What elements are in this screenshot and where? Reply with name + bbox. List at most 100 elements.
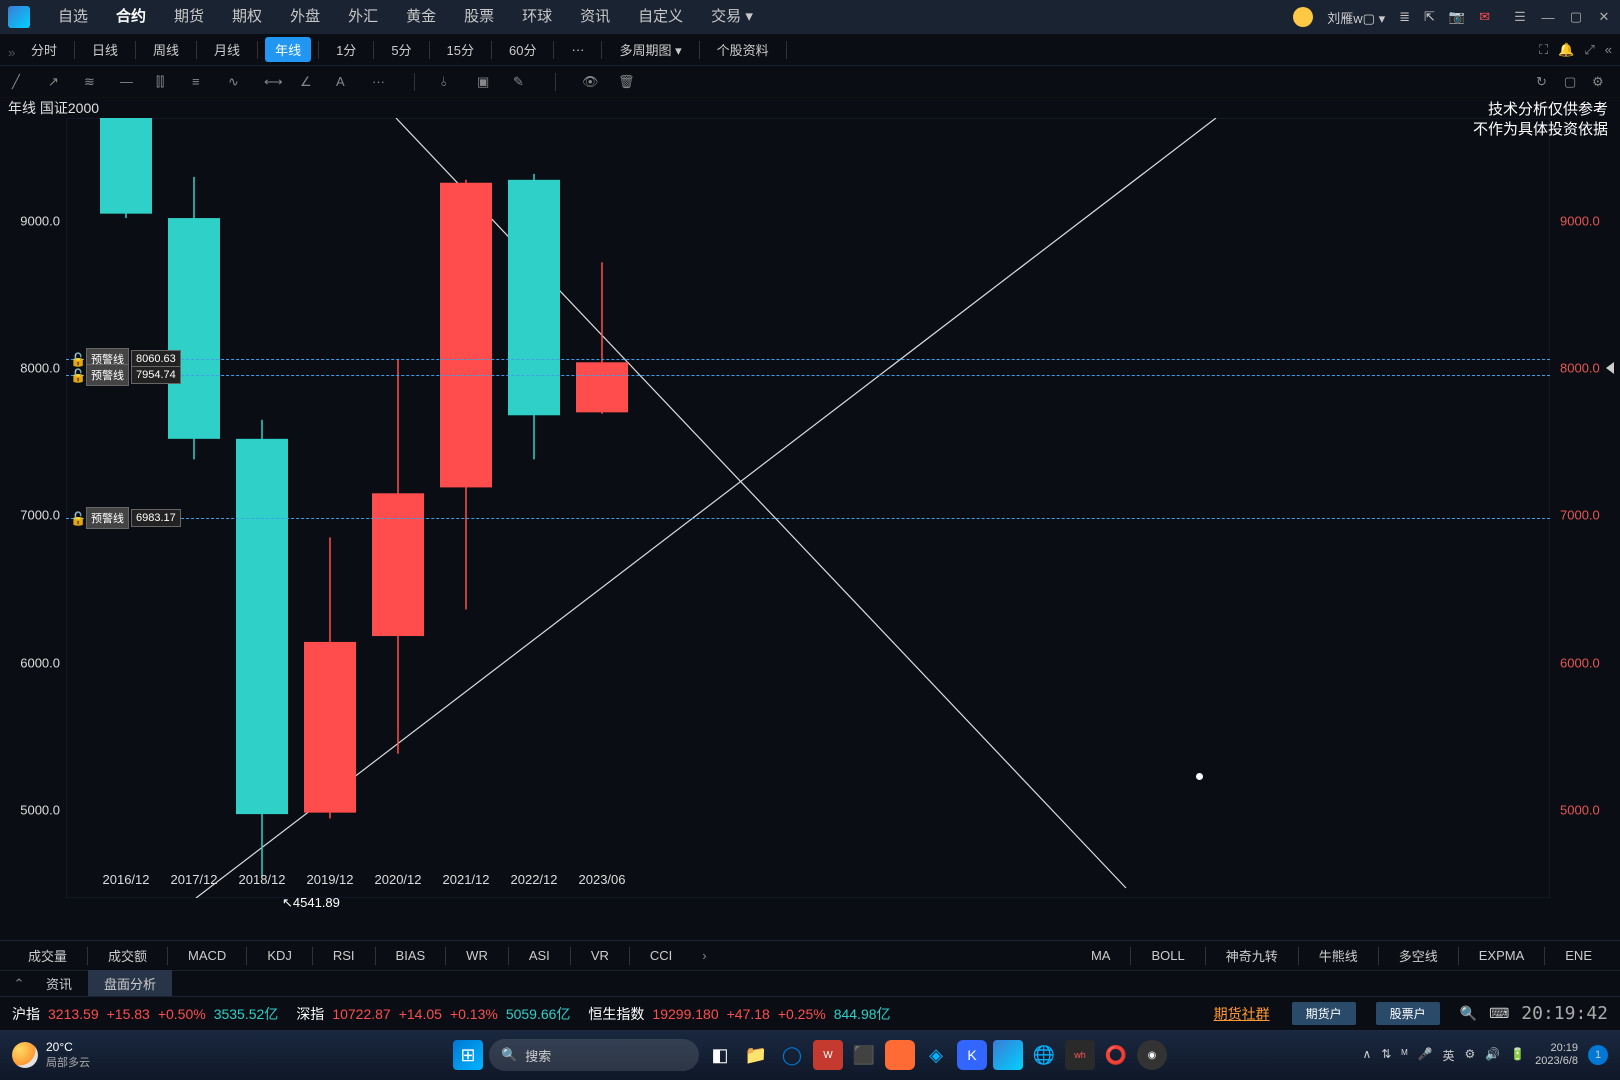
app-icon-3[interactable] [885,1040,915,1070]
alert-tag[interactable]: 🔓预警线6983.17 [70,507,181,529]
tray-icon[interactable]: 英 [1442,1047,1454,1064]
nav-item-7[interactable]: 股票 [450,0,508,34]
app-icon-5[interactable]: K [957,1040,987,1070]
timeframe-分时[interactable]: 分时 [21,37,67,62]
expand-icon[interactable]: ⛶ [1539,42,1548,58]
indicator-RSI[interactable]: RSI [313,944,375,967]
text-tool-icon[interactable]: A [336,74,352,90]
indicator-成交额[interactable]: 成交额 [88,942,167,969]
indicator-MACD[interactable]: MACD [168,944,246,967]
magnet-icon[interactable]: ⫰ [441,74,457,90]
list-icon[interactable]: ☰ [1512,9,1528,25]
app-icon-1[interactable]: W [813,1040,843,1070]
box-icon[interactable]: ▢ [1564,74,1580,90]
nav-item-11[interactable]: 交易 ▾ [697,0,767,34]
alert-line[interactable] [66,375,1550,376]
angle-tool-icon[interactable]: ∠ [300,74,316,90]
taskbar-clock[interactable]: 20:19 2023/6/8 [1535,1042,1578,1068]
wave-tool-icon[interactable]: ∿ [228,74,244,90]
app-icon-4[interactable]: ◈ [921,1040,951,1070]
timeframe-年线[interactable]: 年线 [265,37,311,62]
footer-chevron-icon[interactable]: ⌃ [8,974,30,994]
alert-line[interactable] [66,518,1550,519]
alert-line[interactable] [66,359,1550,360]
horiz-tool-icon[interactable]: — [120,74,136,90]
indicator-MA[interactable]: MA [1071,944,1131,967]
trash-icon[interactable]: 🗑 [618,74,634,90]
indicator-ENE[interactable]: ENE [1545,944,1612,967]
export-icon[interactable]: ⇱ [1424,9,1435,25]
timeframe-15分[interactable]: 15分 [437,37,484,62]
ticker-name[interactable]: 恒生指数 [588,1004,644,1024]
indicator-CCI[interactable]: CCI [630,944,692,967]
tf-extra-多周期图 ▾[interactable]: 多周期图 ▾ [609,37,691,62]
notification-icon[interactable]: 1 [1588,1045,1608,1065]
ticker-name[interactable]: 深指 [296,1004,324,1024]
bell-icon[interactable]: 🔔 [1558,42,1574,58]
edit-icon[interactable]: ✎ [513,74,529,90]
measure-tool-icon[interactable]: ⟷ [264,74,280,90]
nav-item-6[interactable]: 黄金 [392,0,450,34]
nav-item-5[interactable]: 外汇 [334,0,392,34]
tray-icon[interactable]: ᴹ [1401,1047,1407,1064]
indicator-EXPMA[interactable]: EXPMA [1459,944,1545,967]
tray-icon[interactable]: 🔋 [1510,1047,1525,1064]
candlestick-chart[interactable] [66,118,1550,898]
indicator-KDJ[interactable]: KDJ [247,944,312,967]
layers-icon[interactable]: ≣ [1399,9,1410,25]
more-tools-icon[interactable]: ··· [372,74,388,90]
indicator-scroll-right[interactable]: › [692,948,716,963]
community-link[interactable]: 期货社群 [1214,1004,1270,1024]
explorer-icon[interactable]: 📁 [741,1040,771,1070]
search-icon[interactable]: 🔍 [1460,1005,1477,1022]
stock-account-button[interactable]: 股票户 [1376,1002,1440,1025]
collapse-right-icon[interactable]: « [1605,42,1612,58]
nav-item-0[interactable]: 自选 [44,0,102,34]
nav-item-2[interactable]: 期货 [160,0,218,34]
nav-item-4[interactable]: 外盘 [276,0,334,34]
nav-item-10[interactable]: 自定义 [624,0,697,34]
futures-account-button[interactable]: 期货户 [1292,1002,1356,1025]
footer-tab-资讯[interactable]: 资讯 [30,970,88,997]
start-button[interactable]: ⊞ [453,1040,483,1070]
edge-icon[interactable]: ◯ [777,1040,807,1070]
indicator-神奇九转[interactable]: 神奇九转 [1206,942,1298,969]
keyboard-icon[interactable]: ⌨ [1489,1005,1509,1022]
app-logo[interactable] [8,6,30,28]
obs-icon[interactable]: ◉ [1137,1040,1167,1070]
user-name[interactable]: 刘雁w▢ ▾ [1327,8,1385,27]
app-icon-6[interactable] [993,1040,1023,1070]
indicator-WR[interactable]: WR [446,944,508,967]
line-tool-icon[interactable]: ╱ [12,74,28,90]
tray-icon[interactable]: 🎤 [1418,1047,1433,1064]
tray-icon[interactable]: ⚙ [1465,1047,1476,1064]
timeframe-60分[interactable]: 60分 [499,37,546,62]
tray-icon[interactable]: ∧ [1363,1047,1372,1064]
eye-icon[interactable]: 👁 [582,74,598,90]
nav-item-8[interactable]: 环球 [508,0,566,34]
fullscreen-icon[interactable]: ⤢ [1584,42,1594,58]
tf-extra-个股资料[interactable]: 个股资料 [707,37,779,62]
timeframe-日线[interactable]: 日线 [82,37,128,62]
nav-item-9[interactable]: 资讯 [566,0,624,34]
trend-tool-icon[interactable]: ↗ [48,74,64,90]
timeframe-1分[interactable]: 1分 [326,37,366,62]
nav-item-1[interactable]: 合约 [102,0,160,34]
channel-tool-icon[interactable]: ≋ [84,74,100,90]
footer-tab-盘面分析[interactable]: 盘面分析 [88,970,172,997]
timeframe-5分[interactable]: 5分 [381,37,421,62]
timeframe-周线[interactable]: 周线 [143,37,189,62]
timeframe-月线[interactable]: 月线 [204,37,250,62]
indicator-成交量[interactable]: 成交量 [8,942,87,969]
app-icon-8[interactable]: ⭕ [1101,1040,1131,1070]
close-button[interactable]: ✕ [1596,9,1612,25]
camera-icon[interactable]: 📷 [1449,9,1465,25]
app-icon-7[interactable]: wh [1065,1040,1095,1070]
indicator-BIAS[interactable]: BIAS [376,944,446,967]
indicator-多空线[interactable]: 多空线 [1379,942,1458,969]
settings-icon[interactable]: ⚙ [1592,74,1608,90]
mail-icon[interactable]: ✉ [1479,9,1490,25]
indicator-VR[interactable]: VR [571,944,629,967]
indicator-ASI[interactable]: ASI [509,944,570,967]
maximize-button[interactable]: ▢ [1568,9,1584,25]
